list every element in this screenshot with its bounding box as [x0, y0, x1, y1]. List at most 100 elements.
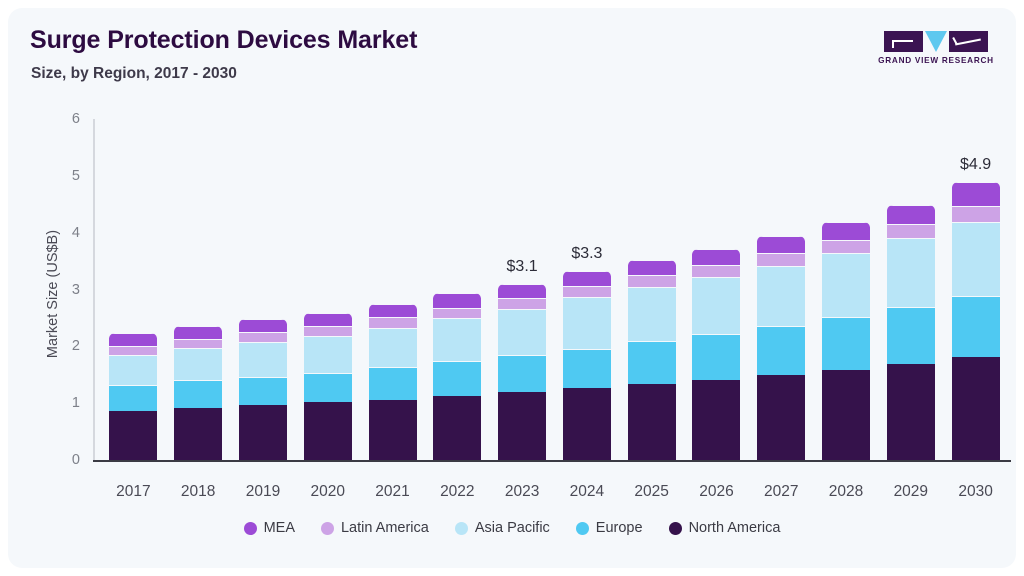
- bar-segment-north-america[interactable]: [238, 405, 287, 460]
- bar-segment-europe[interactable]: [692, 333, 741, 380]
- bar-segment-europe[interactable]: [757, 325, 806, 375]
- bar-group[interactable]: [757, 236, 806, 460]
- bar-group[interactable]: [303, 312, 352, 460]
- bar-segment-mea[interactable]: [109, 333, 158, 346]
- bar-group[interactable]: $3.1: [498, 258, 547, 460]
- bar-segment-asia-pacific[interactable]: [886, 237, 935, 307]
- bar-segment-latin-america[interactable]: [757, 253, 806, 266]
- bar-segment-asia-pacific[interactable]: [433, 318, 482, 362]
- bar-segment-north-america[interactable]: [303, 402, 352, 460]
- bar-group[interactable]: $3.3: [562, 245, 611, 460]
- bar-segment-asia-pacific[interactable]: [109, 354, 158, 385]
- bar-segment-asia-pacific[interactable]: [562, 297, 611, 349]
- bar-segment-europe[interactable]: [822, 317, 871, 370]
- bar-stack[interactable]: [757, 236, 806, 460]
- bar-segment-mea[interactable]: [627, 259, 676, 276]
- bar-segment-europe[interactable]: [433, 361, 482, 397]
- bar-stack[interactable]: [109, 333, 158, 460]
- bar-segment-asia-pacific[interactable]: [174, 348, 223, 381]
- bar-segment-north-america[interactable]: [433, 396, 482, 460]
- bar-segment-latin-america[interactable]: [886, 223, 935, 238]
- bar-segment-latin-america[interactable]: [498, 298, 547, 309]
- bar-segment-mea[interactable]: [303, 312, 352, 326]
- bar-stack[interactable]: [886, 205, 935, 460]
- bar-segment-mea[interactable]: [562, 271, 611, 287]
- bar-stack[interactable]: [174, 326, 223, 460]
- bar-segment-north-america[interactable]: [498, 392, 547, 460]
- bar-segment-north-america[interactable]: [562, 387, 611, 460]
- bar-segment-asia-pacific[interactable]: [238, 341, 287, 378]
- legend-item-asia-pacific[interactable]: Asia Pacific: [454, 520, 550, 536]
- bar-segment-europe[interactable]: [498, 355, 547, 393]
- bar-segment-mea[interactable]: [757, 236, 806, 254]
- bar-segment-latin-america[interactable]: [627, 275, 676, 288]
- bar-segment-north-america[interactable]: [109, 411, 158, 460]
- bar-segment-latin-america[interactable]: [368, 317, 417, 328]
- bar-group[interactable]: [368, 303, 417, 460]
- bar-segment-latin-america[interactable]: [174, 338, 223, 349]
- bar-segment-europe[interactable]: [368, 367, 417, 400]
- bar-segment-north-america[interactable]: [886, 363, 935, 460]
- bar-stack[interactable]: [692, 248, 741, 460]
- bar-segment-north-america[interactable]: [174, 408, 223, 460]
- bar-stack[interactable]: [238, 319, 287, 460]
- bar-group[interactable]: [433, 293, 482, 460]
- bar-segment-north-america[interactable]: [692, 379, 741, 460]
- bar-segment-asia-pacific[interactable]: [822, 253, 871, 318]
- bar-segment-north-america[interactable]: [627, 383, 676, 460]
- legend-item-mea[interactable]: MEA: [243, 520, 295, 536]
- bar-segment-europe[interactable]: [174, 380, 223, 409]
- bar-segment-europe[interactable]: [627, 341, 676, 384]
- bar-segment-latin-america[interactable]: [951, 205, 1000, 223]
- bar-stack[interactable]: [562, 271, 611, 460]
- bar-segment-mea[interactable]: [886, 205, 935, 224]
- bar-segment-asia-pacific[interactable]: [303, 335, 352, 374]
- bar-group[interactable]: [238, 319, 287, 460]
- bar-segment-north-america[interactable]: [822, 369, 871, 460]
- bar-segment-europe[interactable]: [303, 373, 352, 403]
- bar-stack[interactable]: [433, 293, 482, 460]
- bar-group[interactable]: [886, 205, 935, 460]
- bar-segment-north-america[interactable]: [368, 399, 417, 460]
- legend-item-europe[interactable]: Europe: [575, 520, 643, 536]
- bar-segment-north-america[interactable]: [951, 356, 1000, 460]
- bar-segment-europe[interactable]: [886, 306, 935, 364]
- bar-segment-mea[interactable]: [368, 303, 417, 318]
- bar-segment-europe[interactable]: [109, 384, 158, 412]
- bar-segment-latin-america[interactable]: [238, 332, 287, 342]
- bar-stack[interactable]: [303, 312, 352, 460]
- legend-item-latin-america[interactable]: Latin America: [320, 520, 429, 536]
- bar-stack[interactable]: [822, 222, 871, 460]
- bar-segment-mea[interactable]: [951, 182, 1000, 206]
- bar-group[interactable]: [692, 248, 741, 460]
- bar-segment-mea[interactable]: [822, 222, 871, 241]
- bar-segment-latin-america[interactable]: [822, 240, 871, 254]
- bar-segment-latin-america[interactable]: [562, 286, 611, 298]
- bar-segment-mea[interactable]: [433, 293, 482, 308]
- bar-segment-asia-pacific[interactable]: [757, 265, 806, 326]
- bar-segment-europe[interactable]: [562, 348, 611, 388]
- bar-stack[interactable]: [627, 259, 676, 460]
- bar-stack[interactable]: [951, 182, 1000, 460]
- bar-group[interactable]: [822, 222, 871, 460]
- bar-segment-asia-pacific[interactable]: [692, 276, 741, 334]
- bar-segment-asia-pacific[interactable]: [951, 222, 1000, 297]
- bar-group[interactable]: [627, 259, 676, 460]
- bar-group[interactable]: $4.9: [951, 156, 1000, 460]
- bar-group[interactable]: [109, 333, 158, 460]
- bar-group[interactable]: [174, 326, 223, 460]
- bar-segment-mea[interactable]: [174, 326, 223, 339]
- bar-segment-latin-america[interactable]: [109, 345, 158, 355]
- bar-segment-asia-pacific[interactable]: [627, 287, 676, 342]
- bar-segment-north-america[interactable]: [757, 374, 806, 460]
- bar-segment-mea[interactable]: [238, 319, 287, 333]
- bar-segment-mea[interactable]: [498, 283, 547, 299]
- bar-segment-latin-america[interactable]: [303, 325, 352, 336]
- bar-segment-europe[interactable]: [951, 296, 1000, 357]
- bar-segment-mea[interactable]: [692, 248, 741, 266]
- legend-item-north-america[interactable]: North America: [668, 520, 780, 536]
- bar-segment-europe[interactable]: [238, 377, 287, 406]
- bar-segment-latin-america[interactable]: [433, 307, 482, 319]
- bar-stack[interactable]: [498, 283, 547, 460]
- bar-stack[interactable]: [368, 303, 417, 460]
